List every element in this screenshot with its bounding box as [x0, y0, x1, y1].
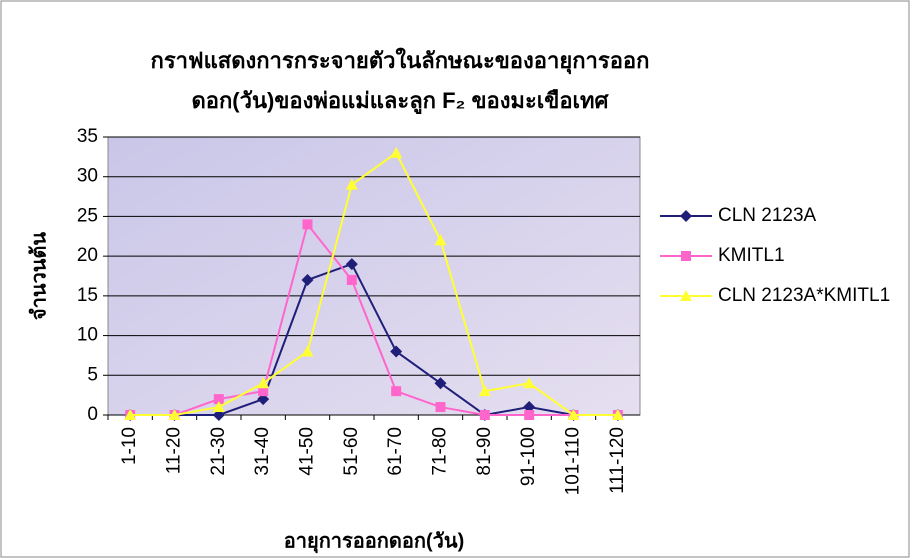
point [301, 273, 314, 286]
legend-label: KMITL1 [718, 245, 785, 266]
legend-label: CLN 2123A [718, 205, 817, 226]
point [478, 385, 491, 397]
x-tick-label: 101-110 [563, 427, 584, 495]
point [479, 410, 490, 420]
point [258, 386, 269, 397]
point [390, 345, 403, 358]
x-tick-label: 41-50 [297, 427, 318, 476]
point [346, 274, 357, 285]
point [435, 402, 446, 413]
point [168, 409, 181, 420]
point [681, 251, 691, 261]
y-tick-label: 10 [77, 325, 98, 346]
series-line [130, 222, 618, 416]
point [212, 401, 225, 413]
point [680, 290, 692, 301]
point [301, 345, 314, 357]
chart-title: กราฟแสดงการกระจายตัวในลักษณะของอายุการออ… [151, 47, 650, 115]
point [680, 210, 692, 222]
point [345, 178, 358, 190]
y-tick-label: 25 [77, 205, 98, 226]
title-line: ดอก(วัน)ของพ่อแม่และลูก F₂ ของมะเขือเทศ [191, 88, 609, 115]
x-axis-label: อายุการออกดอก(วัน) [284, 530, 465, 553]
title-line: กราฟแสดงการกระจายตัวในลักษณะของอายุการออ… [151, 47, 650, 75]
point [345, 258, 358, 271]
point [524, 410, 535, 420]
x-tick-label: 11-20 [164, 427, 185, 474]
point [611, 409, 624, 420]
plot-area [107, 136, 641, 416]
point [124, 409, 137, 420]
x-tick-label: 51-60 [341, 427, 362, 476]
point [213, 394, 224, 405]
point [257, 377, 270, 389]
point [302, 219, 313, 230]
y-tick-label: 15 [77, 285, 98, 306]
x-tick-label: 81-90 [474, 427, 495, 476]
x-tick-label: 61-70 [385, 427, 406, 476]
legend-label: CLN 2123A*KMITL1 [718, 285, 890, 306]
x-tick-label: 71-80 [430, 427, 451, 476]
point [567, 409, 580, 420]
point [523, 377, 536, 389]
x-tick-label: 1-10 [119, 427, 140, 465]
y-tick-label: 35 [77, 126, 98, 147]
point [390, 146, 403, 158]
x-tick-label: 91-100 [518, 427, 539, 486]
series-line [130, 262, 618, 417]
y-axis-label: จำนวนต้น [27, 232, 50, 321]
x-tick-label: 21-30 [208, 427, 229, 476]
x-tick-label: 111-120 [607, 427, 628, 494]
point [391, 386, 402, 397]
y-tick-label: 20 [77, 245, 98, 266]
point [434, 234, 447, 246]
point [434, 377, 447, 390]
x-tick-label: 31-40 [252, 427, 273, 476]
y-tick-label: 5 [87, 364, 98, 385]
y-tick-label: 0 [87, 404, 98, 425]
y-tick-label: 30 [77, 166, 98, 187]
series-line [130, 151, 618, 416]
